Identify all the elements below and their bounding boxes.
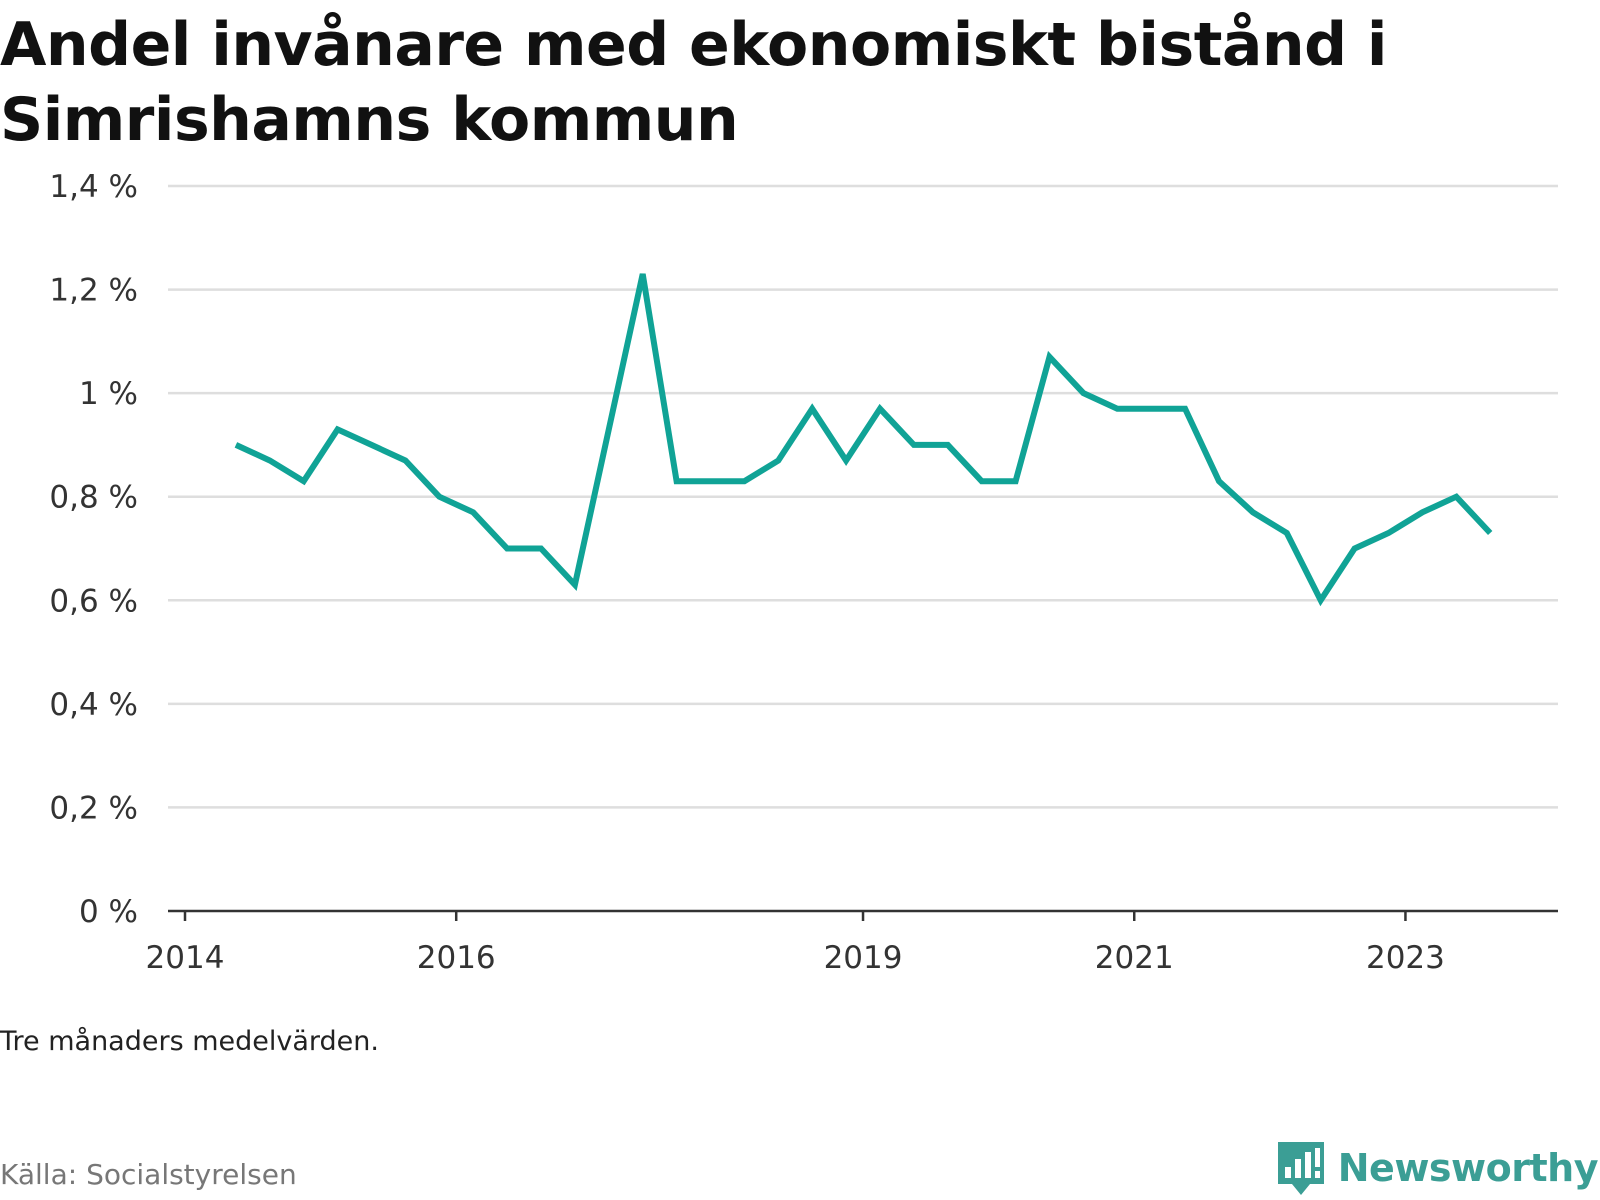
y-tick-label: 1 % <box>79 376 138 412</box>
bar-chart-speech-bubble-icon <box>1277 1142 1324 1195</box>
x-tick-label: 2021 <box>1095 940 1174 976</box>
source-credit: Källa: Socialstyrelsen <box>0 1158 297 1191</box>
y-tick-label: 1,4 % <box>49 169 138 205</box>
x-tick-label: 2019 <box>824 940 903 976</box>
y-tick-label: 1,2 % <box>49 273 138 309</box>
chart-note: Tre månaders medelvärden. <box>0 1026 379 1057</box>
brand-logo-block: Newsworthy <box>1276 1140 1599 1196</box>
gridlines <box>168 184 1558 809</box>
y-tick-label: 0,2 % <box>49 790 138 826</box>
data-points <box>235 273 1491 601</box>
y-tick-label: 0,4 % <box>49 687 138 723</box>
y-tick-label: 0,8 % <box>49 480 138 516</box>
chart-title: Andel invånare med ekonomiskt bistånd i … <box>0 10 1387 155</box>
brand-name: Newsworthy <box>1337 1146 1599 1190</box>
x-axis-ticks: 2014 2016 2019 2021 2023 <box>146 911 1445 976</box>
y-tick-label: 0,6 % <box>49 583 138 619</box>
x-tick-label: 2014 <box>146 940 225 976</box>
y-tick-label: 0 % <box>79 894 138 930</box>
x-tick-label: 2016 <box>417 940 496 976</box>
y-axis-tick-labels: 0 % 0,2 % 0,4 % 0,6 % 0,8 % 1 % 1,2 % 1,4 % <box>49 169 138 930</box>
x-tick-label: 2023 <box>1366 940 1445 976</box>
series-line <box>234 273 1493 607</box>
